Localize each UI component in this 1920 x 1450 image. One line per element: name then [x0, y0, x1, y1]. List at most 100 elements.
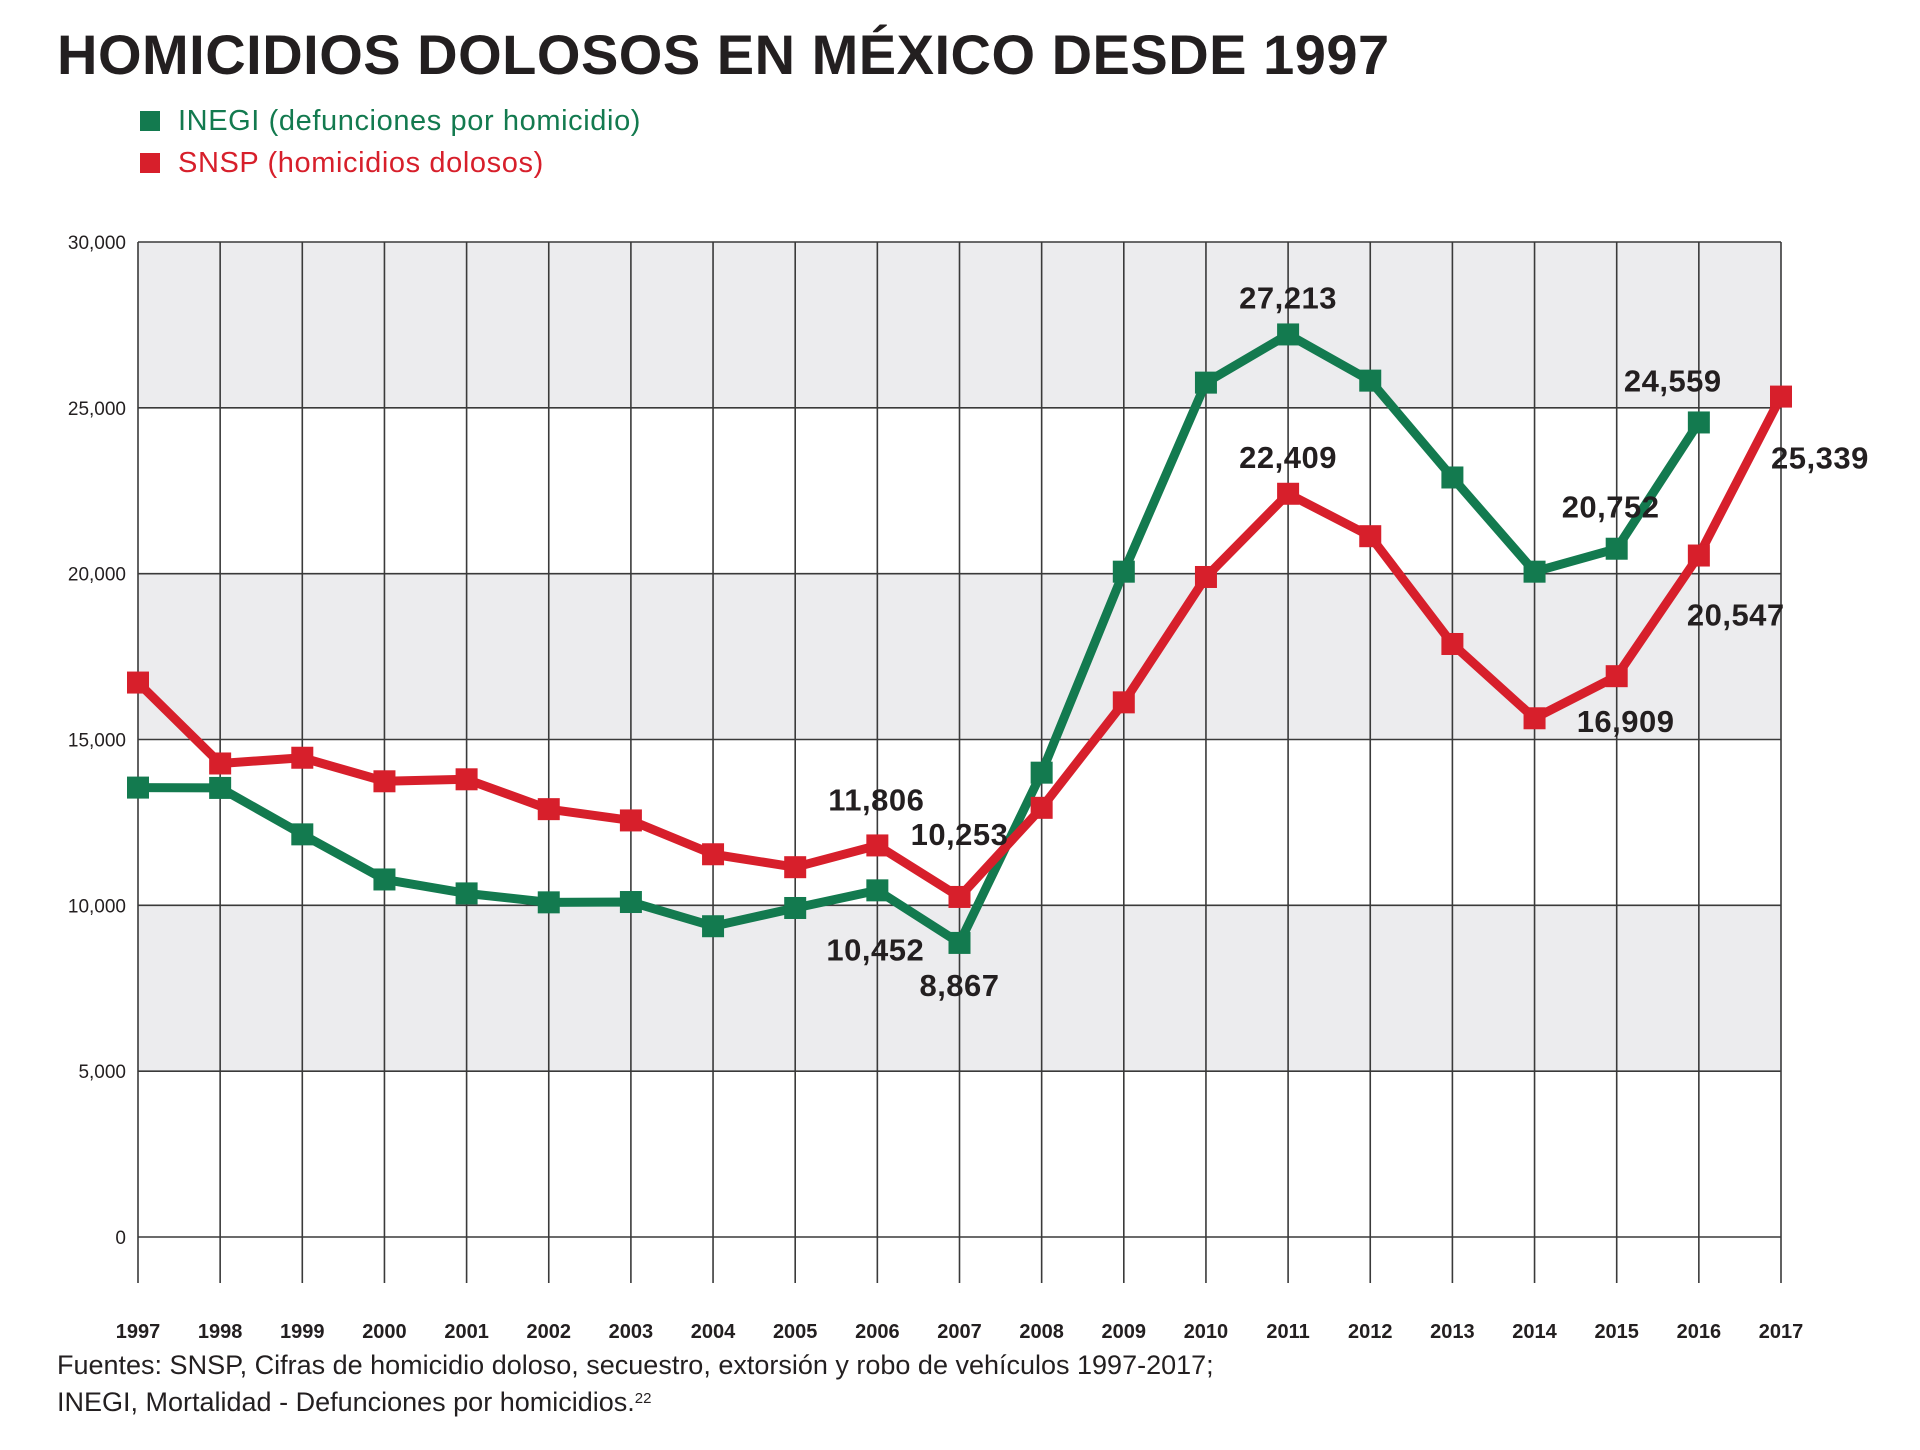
- footer-line-2-text: INEGI, Mortalidad - Defunciones por homi…: [57, 1387, 635, 1417]
- legend: INEGI (defunciones por homicidio) SNSP (…: [140, 100, 641, 184]
- data-point-marker: [619, 809, 642, 832]
- data-point-marker: [1359, 525, 1382, 548]
- gridlines: [137, 241, 1782, 1283]
- data-point-marker: [1277, 482, 1300, 505]
- x-tick-label: 2015: [1594, 1321, 1639, 1340]
- data-point-marker: [1030, 761, 1053, 784]
- x-tick-label: 1997: [116, 1321, 161, 1340]
- data-point-marker: [1605, 537, 1628, 560]
- data-point-marker: [373, 770, 396, 793]
- data-point-marker: [948, 885, 971, 908]
- line-chart: 0 5,000 10,000 15,000 20,000 25,000 30,000 199…: [68, 233, 1868, 1340]
- series-markers: [127, 323, 1792, 954]
- data-point-marker: [1523, 707, 1546, 730]
- y-tick-label: 30,000: [68, 233, 126, 254]
- x-tick-label: 2010: [1184, 1321, 1229, 1340]
- data-point-marker: [209, 752, 232, 775]
- x-tick-label: 2005: [773, 1321, 818, 1340]
- data-point-marker: [866, 834, 889, 857]
- data-point-marker: [537, 891, 560, 914]
- x-tick-label: 2002: [527, 1321, 572, 1340]
- y-tick-label: 20,000: [68, 565, 126, 586]
- source-footer: Fuentes: SNSP, Cifras de homicidio dolos…: [57, 1347, 1214, 1421]
- y-tick-label: 10,000: [68, 896, 126, 917]
- series-line-0: [137, 329, 1703, 948]
- data-point-marker: [1194, 371, 1217, 394]
- data-label: 25,339: [1771, 441, 1869, 476]
- data-point-marker: [373, 868, 396, 891]
- legend-swatch-snsp-icon: [140, 153, 160, 173]
- data-label: 10,253: [911, 817, 1009, 852]
- x-tick-label: 2008: [1019, 1321, 1064, 1340]
- data-point-marker: [209, 776, 232, 799]
- data-point-marker: [784, 856, 807, 879]
- x-tick-label: 2012: [1348, 1321, 1393, 1340]
- data-label: 27,213: [1239, 280, 1337, 315]
- legend-label-inegi: INEGI (defunciones por homicidio): [178, 104, 642, 137]
- data-point-marker: [1277, 323, 1300, 346]
- data-point-marker: [1441, 466, 1464, 489]
- data-label: 20,752: [1562, 490, 1660, 525]
- data-point-marker: [948, 931, 971, 954]
- x-tick-label: 2017: [1759, 1321, 1804, 1340]
- data-point-marker: [291, 746, 314, 769]
- x-tick-label: 2014: [1512, 1321, 1557, 1340]
- x-tick-label: 2007: [937, 1321, 982, 1340]
- data-point-marker: [1441, 632, 1464, 655]
- y-tick-label: 15,000: [68, 731, 126, 752]
- data-point-marker: [455, 768, 478, 791]
- data-point-marker: [127, 671, 149, 694]
- data-point-marker: [1194, 565, 1217, 588]
- y-tick-label: 5,000: [78, 1062, 126, 1083]
- y-axis-ticks: 0 5,000 10,000 15,000 20,000 25,000 30,000: [68, 233, 126, 1249]
- x-tick-label: 2009: [1102, 1321, 1147, 1340]
- data-label: 8,867: [919, 968, 999, 1003]
- y-tick-label: 25,000: [68, 399, 126, 420]
- data-point-marker: [866, 879, 889, 902]
- footer-line-1: Fuentes: SNSP, Cifras de homicidio dolos…: [57, 1350, 1214, 1380]
- data-point-marker: [1523, 560, 1546, 583]
- x-tick-label: 2013: [1430, 1321, 1475, 1340]
- x-tick-label: 2000: [362, 1321, 407, 1340]
- data-point-marker: [1112, 691, 1135, 714]
- footnote-marker: 22: [634, 1390, 652, 1407]
- data-label: 11,806: [828, 782, 924, 817]
- data-point-marker: [619, 891, 642, 914]
- data-label: 22,409: [1239, 440, 1337, 475]
- data-point-marker: [291, 823, 314, 846]
- data-point-marker: [702, 915, 725, 938]
- legend-item-inegi: INEGI (defunciones por homicidio): [140, 100, 641, 142]
- data-label: 16,909: [1577, 704, 1675, 739]
- legend-label-snsp: SNSP (homicidios dolosos): [178, 146, 544, 179]
- footer-line-2: INEGI, Mortalidad - Defunciones por homi…: [57, 1384, 1214, 1421]
- data-point-marker: [1770, 385, 1792, 408]
- data-point-marker: [537, 798, 560, 821]
- data-point-marker: [1687, 411, 1710, 434]
- x-axis-ticks: 1997 1998 1999 2000 2001 2002 2003 2004 2005 2006…: [116, 1321, 1804, 1340]
- data-point-marker: [127, 776, 149, 799]
- y-tick-label: 0: [115, 1228, 126, 1249]
- data-point-marker: [1112, 560, 1135, 583]
- data-point-marker: [1687, 544, 1710, 567]
- x-tick-label: 2003: [609, 1321, 654, 1340]
- data-label: 20,547: [1687, 598, 1785, 633]
- data-label: 10,452: [826, 932, 924, 967]
- data-point-marker: [702, 843, 725, 866]
- data-point-marker: [1359, 369, 1382, 392]
- legend-item-snsp: SNSP (homicidios dolosos): [140, 142, 641, 184]
- x-tick-label: 2006: [855, 1321, 900, 1340]
- legend-swatch-inegi-icon: [140, 111, 160, 131]
- data-point-marker: [455, 882, 478, 905]
- x-tick-label: 2001: [444, 1321, 489, 1340]
- chart-title: HOMICIDIOS DOLOSOS EN MÉXICO DESDE 1997: [57, 23, 1390, 86]
- data-point-marker: [1605, 665, 1628, 688]
- data-point-marker: [1030, 796, 1053, 819]
- data-point-marker: [784, 896, 807, 919]
- x-tick-label: 1998: [198, 1321, 243, 1340]
- x-tick-label: 2016: [1677, 1321, 1722, 1340]
- x-tick-label: 2011: [1266, 1321, 1309, 1340]
- x-tick-label: 2004: [691, 1321, 736, 1340]
- x-tick-label: 1999: [280, 1321, 325, 1340]
- data-label: 24,559: [1624, 363, 1722, 398]
